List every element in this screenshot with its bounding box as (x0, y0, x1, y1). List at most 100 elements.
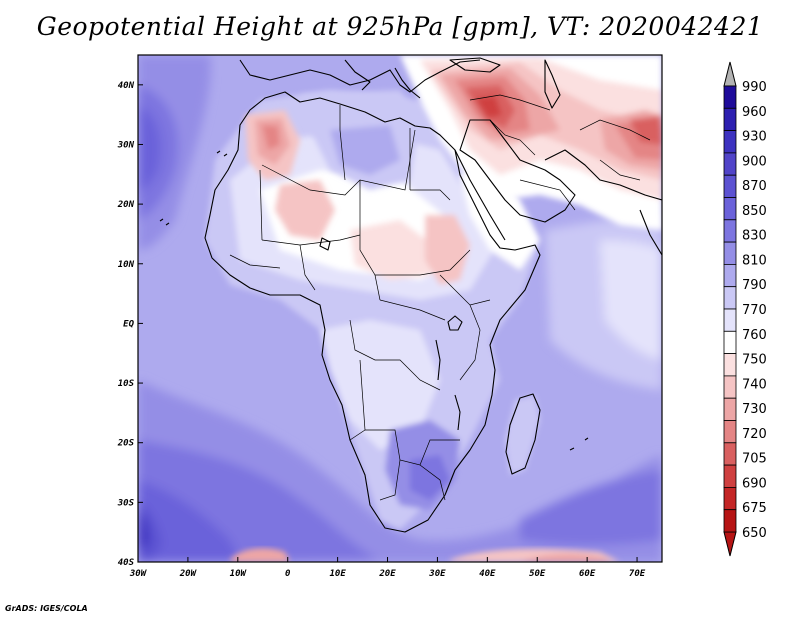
coast-africa (204, 91, 541, 533)
lake-tanganyika (435, 339, 441, 381)
border-afghanistan (579, 119, 651, 141)
colorbar-label: 705 (742, 452, 767, 467)
colorbar-box (723, 219, 737, 243)
coast-italy (344, 59, 371, 91)
lake-victoria (447, 315, 463, 331)
colorbar-label: 690 (742, 476, 767, 491)
field-southern-ocean (138, 380, 662, 562)
coast-iran (544, 149, 662, 201)
colorbar-label: 900 (742, 154, 767, 169)
x-tick-label: 20E (378, 569, 396, 579)
colorbar-box (723, 174, 737, 198)
x-tick-label: 50E (529, 569, 546, 579)
field-band-north-3 (138, 105, 161, 192)
lake-chad (319, 237, 331, 251)
colorbar-label: 760 (742, 328, 767, 343)
coast-europe (239, 59, 481, 93)
colorbar-over-triangle (723, 61, 737, 87)
border-southern-africa (365, 429, 460, 466)
colorbar-box (723, 420, 737, 444)
colorbar-box (723, 85, 737, 109)
border-egypt-sudan (410, 189, 451, 201)
field-sahara-2 (330, 125, 400, 175)
coast-red-sea (454, 149, 506, 241)
colorbar-box (723, 286, 737, 310)
x-tick-label: 70E (629, 569, 646, 579)
coast-greece (394, 67, 421, 99)
colorbar-label: 810 (742, 253, 767, 268)
colorbar-box (723, 130, 737, 154)
colorbar-label: 740 (742, 377, 767, 392)
colorbar-box (723, 353, 737, 377)
border-drc-south (349, 319, 441, 391)
colorbar-box (723, 486, 737, 511)
border-west-africa (229, 254, 281, 269)
colorbar-box (723, 152, 737, 176)
field-me-8 (475, 96, 502, 118)
x-tick-label: 10W (230, 569, 248, 579)
border-mauritania (259, 169, 263, 241)
border-kenya-tanzania (459, 304, 481, 381)
grads-credit: GrADS: IGES/COLA (5, 604, 88, 613)
border-car-sudan (375, 249, 471, 276)
x-tick-label: 10E (329, 569, 346, 579)
colorbar-boxes (723, 85, 737, 533)
field-land-8 (410, 455, 450, 500)
colorbar-label: 830 (742, 229, 767, 244)
colorbar-label: 790 (742, 278, 767, 293)
colorbar: 990 960 930 900 870 850 830 810 790 770 760 750 740 7… (723, 61, 767, 557)
x-tick-label: 40E (479, 569, 496, 579)
border-mozambique (419, 464, 446, 501)
colorbar-labels: 990 960 930 900 870 850 830 810 790 770 760 750 740 7… (742, 80, 767, 541)
border-saudi (519, 179, 576, 211)
field-band-south-3 (520, 470, 662, 545)
border-iraq-iran (489, 119, 536, 156)
y-tick-label: 20S (117, 439, 135, 449)
colorbar-label: 990 (742, 80, 767, 95)
field-band-south-6 (138, 510, 149, 550)
colorbar-label: 870 (742, 179, 767, 194)
x-tick-label: 20W (179, 569, 198, 579)
border-sahel (261, 234, 361, 246)
y-tick-label: 10N (118, 260, 135, 270)
y-tick-label: 40N (118, 81, 135, 91)
field-me-9 (630, 116, 662, 145)
field-land-9 (460, 165, 540, 270)
y-tick-label: 20N (117, 200, 135, 210)
colorbar-box (723, 375, 737, 399)
colorbar-box (723, 509, 737, 533)
colorbar-box (723, 241, 737, 265)
field-sahara-3 (275, 180, 335, 240)
colorbar-box (723, 197, 737, 221)
coast-black-sea (449, 57, 501, 73)
colorbar-box (723, 464, 737, 488)
y-tick-label: 40S (118, 558, 135, 568)
colorbar-label: 930 (742, 130, 767, 145)
field-land-6 (320, 320, 440, 450)
colorbar-label: 650 (742, 526, 767, 541)
colorbar-box (723, 330, 737, 354)
field-indian-2 (600, 240, 662, 360)
x-tick-label: 30W (129, 569, 148, 579)
coast-arabia (459, 119, 576, 223)
y-axis: 40S 30S 20S 10S EQ 10N 20N 30N 40N (117, 81, 143, 568)
field-land-5 (425, 215, 470, 285)
colorbar-box (723, 442, 737, 466)
coast-india (639, 209, 662, 256)
lake-malawi (454, 394, 461, 431)
colorbar-box (723, 308, 737, 332)
colorbar-under-triangle (723, 531, 737, 557)
country-borders (229, 94, 651, 501)
field-sahara (275, 90, 420, 240)
coast-islands-indian (569, 437, 589, 451)
field-north-atlantic (138, 55, 211, 250)
field-morocco-high (245, 110, 300, 180)
border-chad (359, 180, 381, 301)
border-pakistan (599, 159, 641, 181)
border-drc-north (379, 299, 446, 321)
border-libya-algeria (339, 105, 346, 181)
field-land-4 (350, 220, 440, 280)
y-tick-label: EQ (123, 319, 134, 329)
field-indian-ocean (545, 215, 662, 390)
